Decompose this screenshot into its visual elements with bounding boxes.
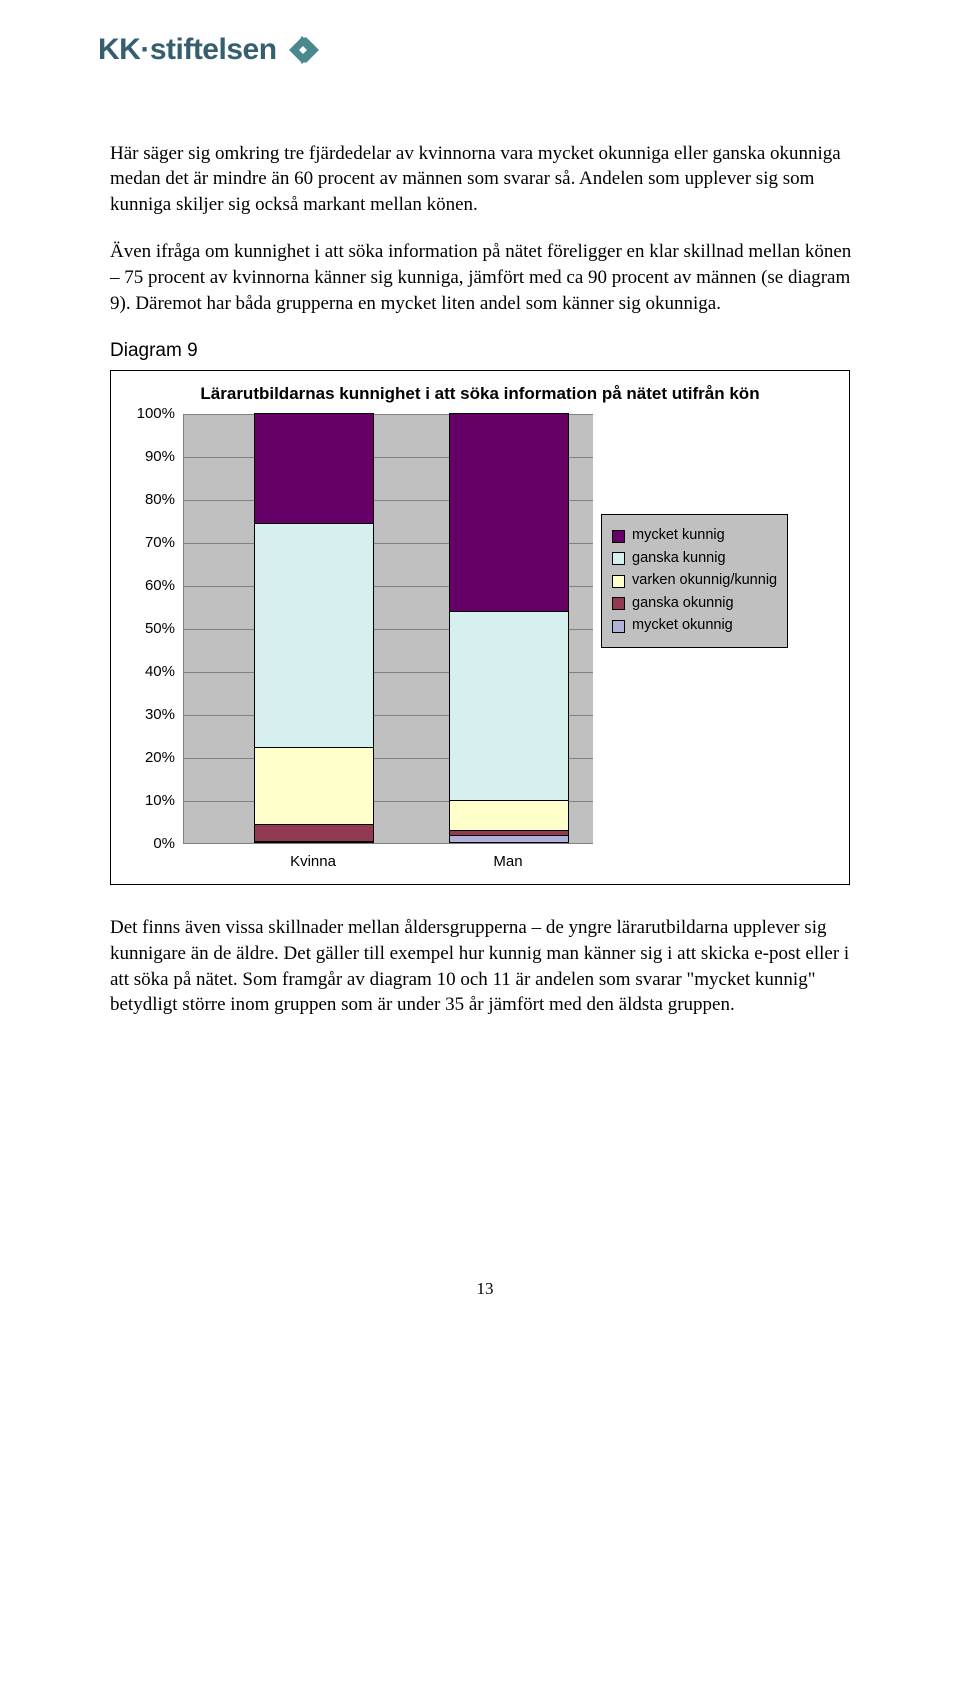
legend-swatch [612, 530, 625, 543]
y-tick-label: 80% [145, 490, 175, 510]
legend-label: mycket kunnig [632, 526, 725, 546]
legend-item: mycket kunnig [612, 526, 777, 546]
legend-swatch [612, 575, 625, 588]
paragraph-2: Även ifråga om kunnighet i att söka info… [110, 239, 860, 316]
logo-text: KK·stiftelsen [98, 30, 277, 71]
y-tick-label: 60% [145, 576, 175, 596]
y-tick-label: 90% [145, 447, 175, 467]
legend-item: ganska kunnig [612, 549, 777, 569]
legend-label: varken okunnig/kunnig [632, 571, 777, 591]
x-axis: Kvinna Man [183, 844, 593, 874]
x-label: Kvinna [253, 852, 373, 872]
y-axis: 0%10%20%30%40%50%60%70%80%90%100% [111, 414, 183, 844]
legend-swatch [612, 620, 625, 633]
y-tick-label: 70% [145, 533, 175, 553]
logo-chevrons-icon [287, 33, 345, 67]
chart-body: 0%10%20%30%40%50%60%70%80%90%100% Kvinna… [111, 414, 849, 884]
segment-mycket_okunnig [254, 841, 374, 843]
y-tick-label: 100% [137, 404, 175, 424]
y-tick-label: 30% [145, 705, 175, 725]
chart-title: Lärarutbildarnas kunnighet i att söka in… [111, 371, 849, 414]
legend-item: varken okunnig/kunnig [612, 571, 777, 591]
legend-item: mycket okunnig [612, 616, 777, 636]
diagram-label: Diagram 9 [110, 338, 860, 364]
legend-item: ganska okunnig [612, 594, 777, 614]
segment-varken [254, 747, 374, 824]
page-number: 13 [110, 1278, 860, 1301]
segment-ganska_okunnig [254, 824, 374, 841]
segment-mycket_kunnig [254, 413, 374, 523]
segment-ganska_kunnig [449, 611, 569, 800]
bar-man [449, 413, 569, 843]
legend-label: ganska kunnig [632, 549, 726, 569]
brand-logo: KK·stiftelsen [98, 30, 860, 71]
x-label: Man [448, 852, 568, 872]
paragraph-1: Här säger sig omkring tre fjärdedelar av… [110, 141, 860, 218]
y-tick-label: 10% [145, 791, 175, 811]
bar-kvinna [254, 413, 374, 843]
legend-swatch [612, 597, 625, 610]
segment-ganska_kunnig [254, 523, 374, 747]
y-tick-label: 50% [145, 619, 175, 639]
y-tick-label: 40% [145, 662, 175, 682]
paragraph-3: Det finns även vissa skillnader mellan å… [110, 915, 860, 1018]
segment-varken [449, 800, 569, 830]
legend-label: mycket okunnig [632, 616, 733, 636]
chart-container: Lärarutbildarnas kunnighet i att söka in… [110, 370, 850, 885]
segment-mycket_kunnig [449, 413, 569, 611]
plot-column: Kvinna Man [183, 414, 593, 874]
segment-mycket_okunnig [449, 835, 569, 844]
legend-label: ganska okunnig [632, 594, 734, 614]
plot-area [183, 414, 593, 844]
y-tick-label: 0% [153, 834, 175, 854]
legend-swatch [612, 552, 625, 565]
y-tick-label: 20% [145, 748, 175, 768]
legend: mycket kunnig ganska kunnigvarken okunnig… [601, 514, 788, 648]
legend-column: mycket kunnig ganska kunnigvarken okunnig… [593, 414, 849, 874]
